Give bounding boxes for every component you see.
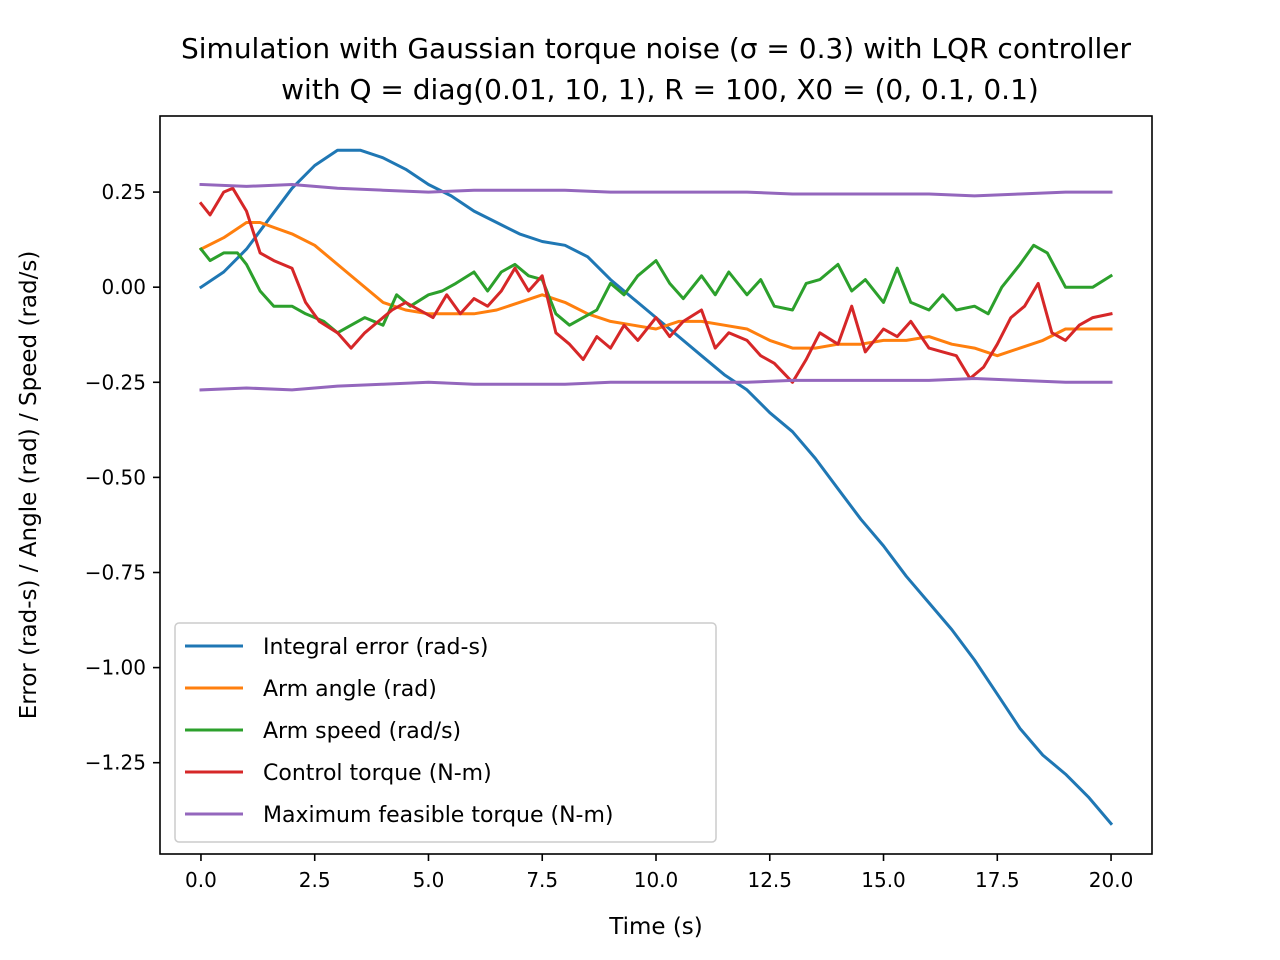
x-tick-label: 20.0 — [1089, 868, 1134, 892]
y-tick-label: −0.75 — [85, 560, 146, 584]
x-tick-label: 2.5 — [299, 868, 331, 892]
series-line-2 — [198, 243, 1114, 335]
legend-label: Arm speed (rad/s) — [263, 719, 461, 744]
x-tick-label: 10.0 — [634, 868, 679, 892]
x-tick-label: 5.0 — [413, 868, 445, 892]
legend-label: Maximum feasible torque (N-m) — [263, 803, 614, 828]
x-tick-label: 17.5 — [975, 868, 1020, 892]
series-line-4 — [199, 182, 1113, 198]
y-tick-label: 0.25 — [101, 180, 146, 204]
series-line-1 — [198, 221, 1113, 358]
x-tick-label: 12.5 — [747, 868, 792, 892]
plot-lines — [198, 148, 1114, 826]
x-axis-ticks: 0.0 2.5 5.0 7.5 10.0 12.5 15.0 17.5 20.0 — [185, 854, 1133, 892]
x-axis-label: Time (s) — [608, 914, 703, 940]
legend-label: Integral error (rad-s) — [263, 635, 489, 660]
legend-label: Control torque (N-m) — [263, 761, 492, 786]
legend-items: Integral error (rad-s) Arm angle (rad) Arm… — [185, 635, 614, 828]
series-line-3 — [198, 186, 1113, 384]
legend-label: Arm angle (rad) — [263, 677, 437, 702]
series-line-5 — [199, 377, 1113, 392]
legend: Integral error (rad-s) Arm angle (rad) Arm… — [174, 622, 717, 843]
y-axis-ticks: 0.25 0.00 −0.25 −0.50 −0.75 −1.00 −1.25 — [85, 180, 160, 775]
x-tick-label: 0.0 — [185, 868, 217, 892]
y-tick-label: −1.00 — [85, 656, 146, 680]
x-tick-label: 7.5 — [526, 868, 558, 892]
y-tick-label: −0.25 — [85, 370, 146, 394]
y-tick-label: −0.50 — [85, 465, 146, 489]
y-tick-label: 0.00 — [101, 275, 146, 299]
y-tick-label: −1.25 — [85, 751, 146, 775]
legend-box — [174, 622, 717, 843]
y-axis-label: Error (rad-s) / Angle (rad) / Speed (rad… — [16, 251, 42, 720]
x-tick-label: 15.0 — [861, 868, 906, 892]
chart-title-line-1: Simulation with Gaussian torque noise (σ… — [181, 32, 1132, 65]
chart-title-line-2: with Q = diag(0.01, 10, 1), R = 100, X0 … — [281, 73, 1039, 106]
